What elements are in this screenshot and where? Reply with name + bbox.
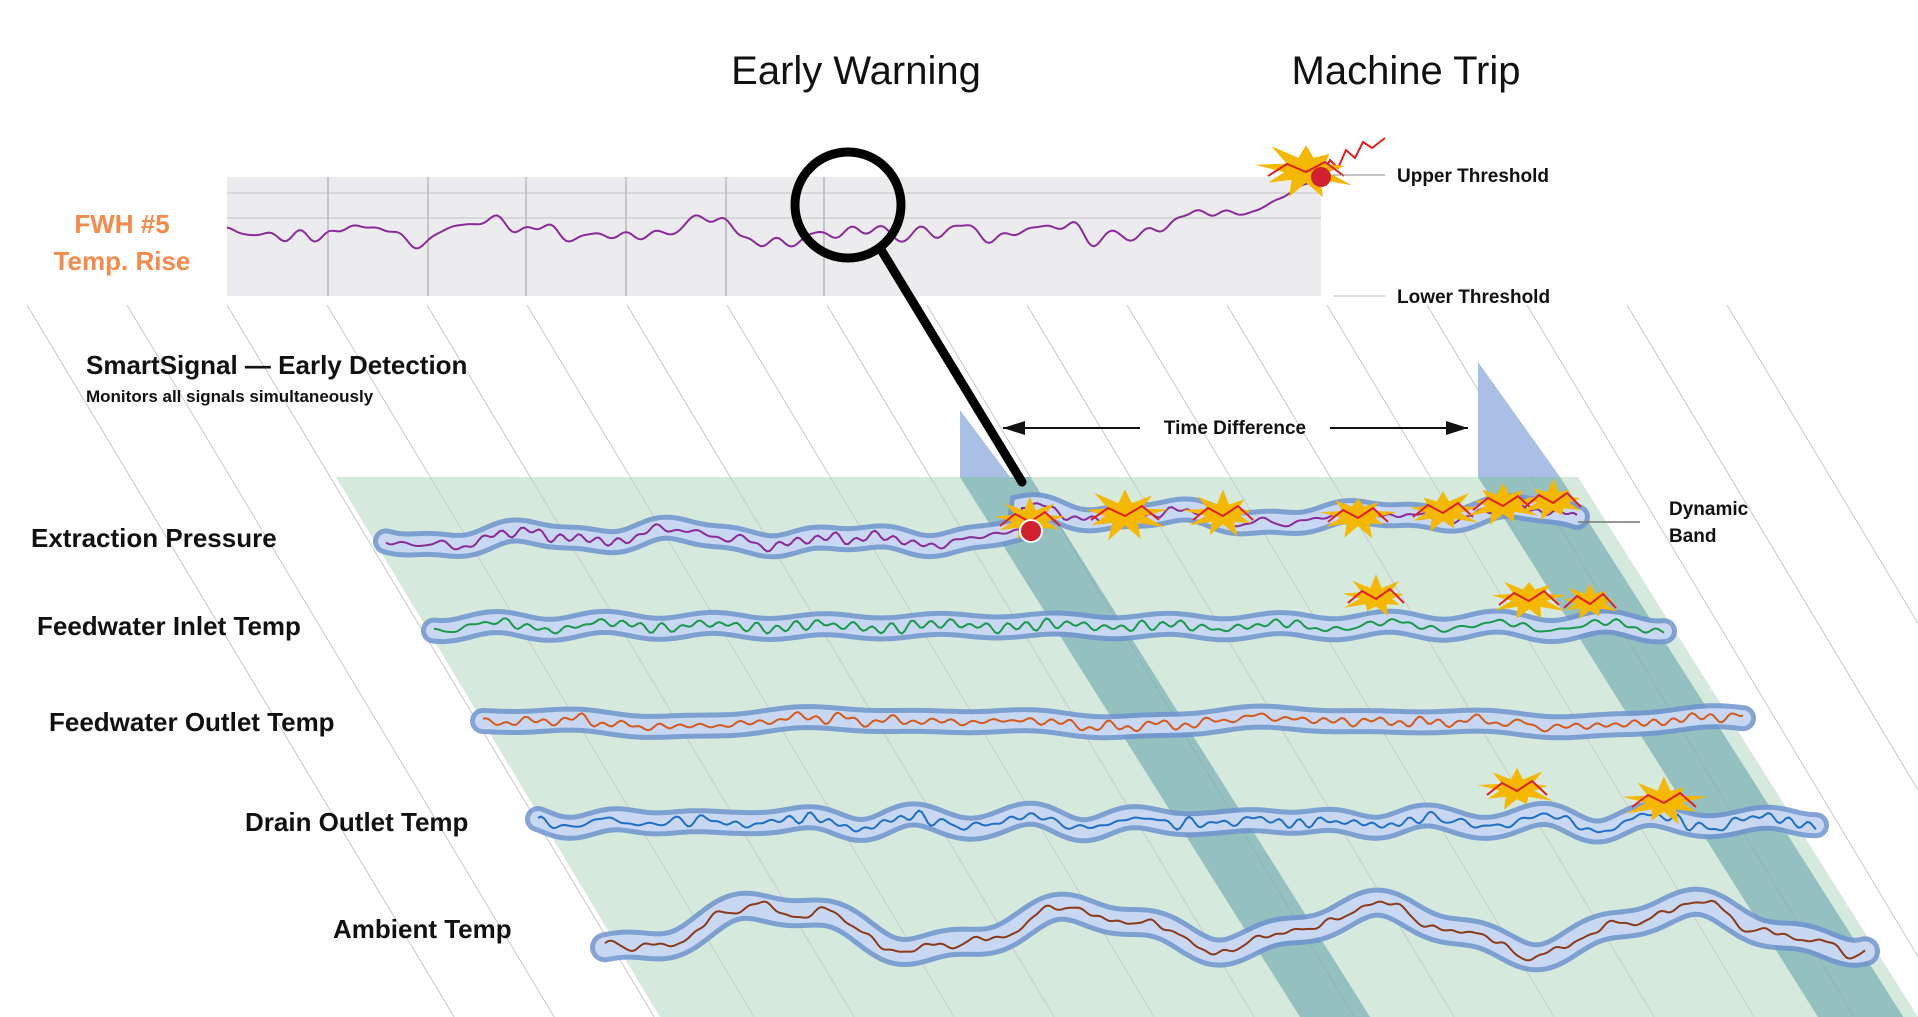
upper-threshold-label: Upper Threshold <box>1397 166 1549 187</box>
lower-threshold-label: Lower Threshold <box>1397 287 1550 308</box>
signal-label: Feedwater Outlet Temp <box>49 707 335 737</box>
arrow-head <box>1446 421 1468 435</box>
diagram: Early Warning Machine Trip FWH #5 Temp. … <box>0 0 1918 1017</box>
detection-title: SmartSignal — Early Detection <box>86 350 467 380</box>
warning-point <box>1020 520 1042 542</box>
top-panel <box>227 177 1321 296</box>
trip-point <box>1311 167 1331 187</box>
page: Early Warning Machine Trip FWH #5 Temp. … <box>0 0 1918 1017</box>
signal-label: Ambient Temp <box>333 914 512 944</box>
guide-line <box>27 305 454 1017</box>
signal-label: Feedwater Inlet Temp <box>37 611 301 641</box>
signal-label: Drain Outlet Temp <box>245 807 468 837</box>
arrow-head <box>1003 421 1025 435</box>
time-difference-label: Time Difference <box>1164 418 1306 439</box>
panel-label: FWH #5 <box>74 209 169 239</box>
band-top <box>1478 362 1560 477</box>
signal-label: Extraction Pressure <box>31 523 277 553</box>
detection-subtitle: Monitors all signals simultaneously <box>86 387 374 406</box>
dynamic-band-label: Band <box>1669 526 1717 547</box>
machine-trip-title: Machine Trip <box>1292 49 1521 93</box>
early-warning-title: Early Warning <box>731 49 981 93</box>
panel-label: Temp. Rise <box>54 246 191 276</box>
dynamic-band-label: Dynamic <box>1669 499 1749 520</box>
